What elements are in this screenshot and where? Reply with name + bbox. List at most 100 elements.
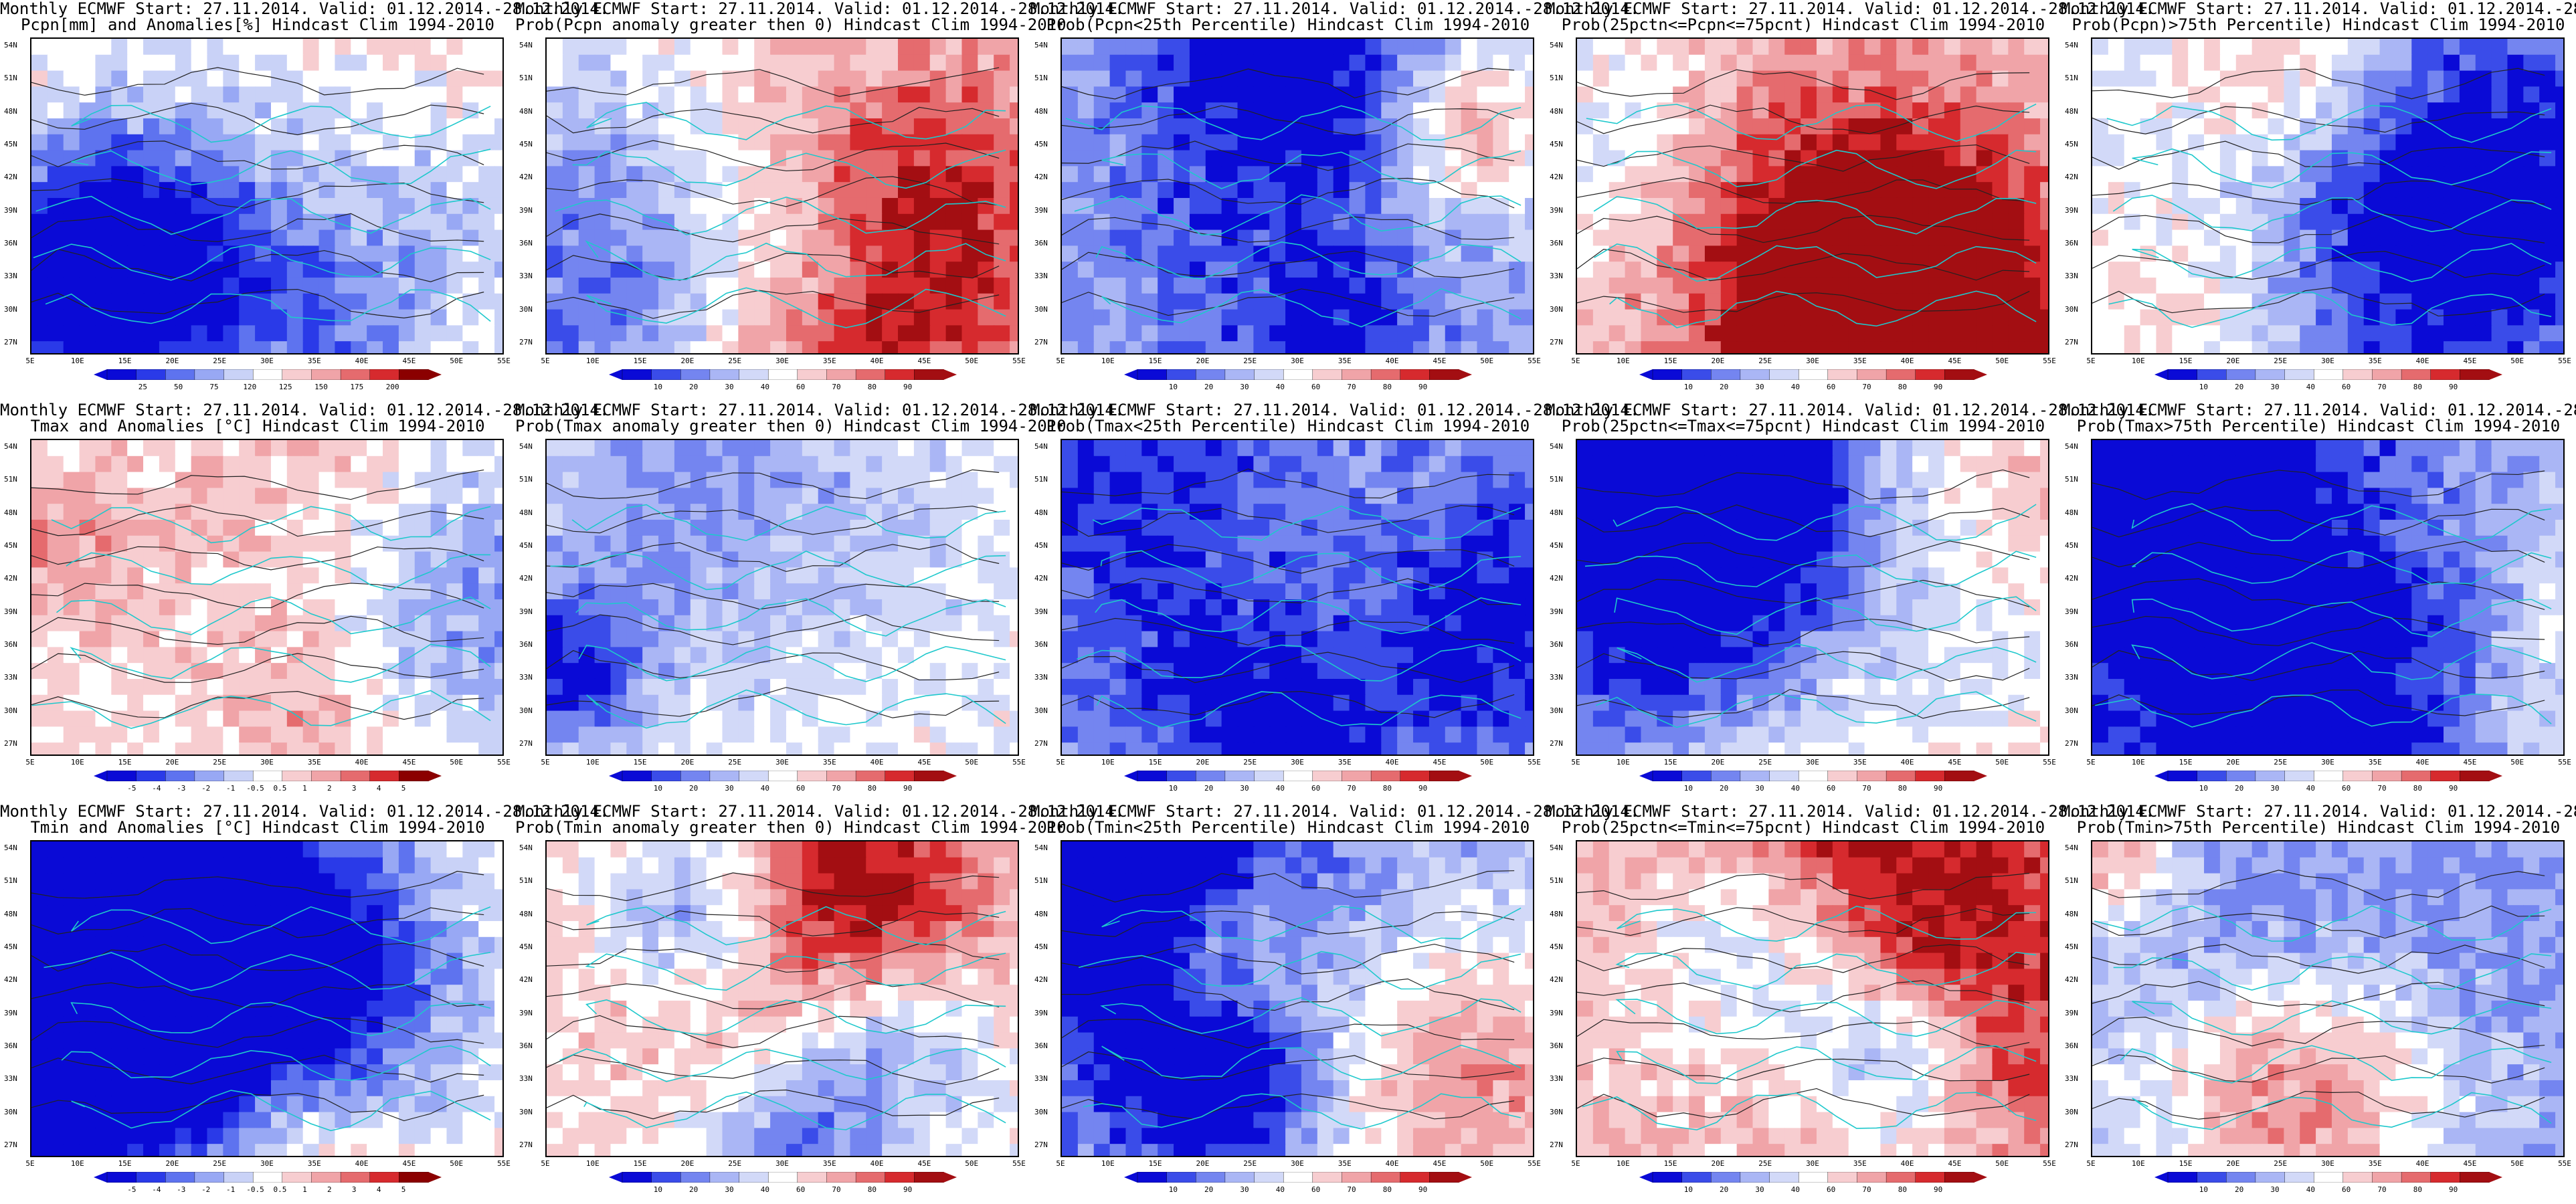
field-cell bbox=[430, 678, 448, 696]
field-cell bbox=[610, 456, 628, 473]
field-cell bbox=[111, 118, 128, 135]
field-cell bbox=[978, 504, 995, 520]
field-cell bbox=[754, 150, 771, 167]
latitude-tick-label: 54N bbox=[1550, 41, 1563, 49]
field-cell bbox=[2219, 118, 2237, 135]
field-cell bbox=[367, 742, 384, 755]
field-cell bbox=[111, 213, 128, 231]
field-cell bbox=[562, 631, 579, 648]
field-cell bbox=[111, 325, 128, 342]
field-cell bbox=[430, 519, 448, 536]
field-cell bbox=[335, 86, 352, 104]
field-cell bbox=[1493, 39, 1510, 56]
field-cell bbox=[79, 325, 96, 342]
field-cell bbox=[175, 86, 192, 104]
field-cell bbox=[2491, 70, 2508, 88]
field-cell bbox=[335, 535, 352, 553]
latitude-tick-label: 51N bbox=[519, 74, 533, 83]
field-cell bbox=[1509, 213, 1526, 231]
field-cell bbox=[738, 519, 755, 536]
field-cell bbox=[383, 39, 399, 56]
field-cell bbox=[1349, 293, 1366, 310]
field-cell bbox=[562, 694, 579, 712]
field-cell bbox=[302, 551, 320, 569]
longitude-tick-label: 25E bbox=[1243, 758, 1257, 767]
field-cell bbox=[318, 472, 336, 489]
field-cell bbox=[1285, 631, 1302, 648]
longitude-tick-label: 55E bbox=[2558, 357, 2571, 365]
field-cell bbox=[1976, 86, 1993, 104]
field-cell bbox=[398, 456, 416, 473]
field-cell bbox=[2444, 229, 2460, 247]
field-cell bbox=[1365, 182, 1382, 199]
field-cell bbox=[1077, 213, 1095, 231]
field-cell bbox=[191, 341, 208, 353]
field-cell bbox=[1413, 504, 1430, 520]
field-cell bbox=[547, 134, 563, 151]
latitude-tick-label: 36N bbox=[4, 640, 17, 649]
field-cell bbox=[2316, 341, 2332, 353]
field-cell bbox=[1493, 325, 1510, 342]
field-cell bbox=[2539, 325, 2557, 342]
field-cell bbox=[802, 293, 819, 310]
longitude-tick-label: 20E bbox=[1711, 357, 1725, 365]
field-cell bbox=[2008, 150, 2025, 167]
field-cell bbox=[223, 726, 240, 744]
field-cell bbox=[1237, 504, 1255, 520]
field-cell bbox=[255, 54, 272, 72]
field-cell bbox=[462, 678, 480, 696]
field-cell bbox=[255, 293, 272, 310]
field-cell bbox=[478, 710, 496, 728]
field-cell bbox=[738, 309, 755, 326]
field-cell bbox=[1077, 309, 1095, 326]
field-cell bbox=[754, 694, 771, 712]
field-cell bbox=[547, 663, 563, 680]
field-cell bbox=[1109, 213, 1127, 231]
field-cell bbox=[850, 504, 867, 520]
field-cell bbox=[945, 710, 963, 728]
field-cell bbox=[1592, 309, 1610, 326]
field-cell bbox=[1461, 567, 1478, 585]
field-cell bbox=[818, 535, 835, 553]
field-cell bbox=[2092, 70, 2109, 88]
field-cell bbox=[658, 197, 675, 215]
field-cell bbox=[270, 710, 288, 728]
field-cell bbox=[383, 182, 399, 199]
field-cell bbox=[834, 54, 851, 72]
field-cell bbox=[1816, 213, 1833, 231]
field-cell bbox=[430, 599, 448, 616]
field-cell bbox=[2523, 277, 2541, 294]
field-cell bbox=[1689, 309, 1706, 326]
field-cell bbox=[1158, 39, 1175, 56]
field-cell bbox=[446, 504, 464, 520]
field-cell bbox=[1525, 341, 1533, 353]
field-cell bbox=[462, 277, 480, 294]
field-cell bbox=[159, 262, 176, 278]
field-cell bbox=[1445, 197, 1462, 215]
contour-line bbox=[31, 178, 484, 209]
field-cell bbox=[1944, 229, 1961, 247]
field-cell bbox=[462, 166, 480, 183]
field-cell bbox=[351, 440, 368, 457]
longitude-tick-label: 25E bbox=[1243, 357, 1257, 365]
field-cell bbox=[494, 277, 502, 294]
field-cell bbox=[2347, 325, 2365, 342]
field-cell bbox=[2331, 86, 2349, 104]
field-cell bbox=[1493, 277, 1510, 294]
field-cell bbox=[2251, 39, 2269, 56]
field-cell bbox=[850, 663, 867, 680]
field-cell bbox=[866, 726, 883, 744]
field-cell bbox=[850, 309, 867, 326]
field-cell bbox=[47, 277, 64, 294]
field-cell bbox=[818, 647, 835, 664]
field-cell bbox=[47, 583, 64, 600]
field-cell bbox=[1525, 519, 1533, 536]
field-cell bbox=[2475, 86, 2492, 104]
contour-line bbox=[2092, 213, 2545, 243]
field-cell bbox=[834, 631, 851, 648]
field-cell bbox=[2024, 166, 2041, 183]
field-cell bbox=[770, 341, 787, 353]
field-cell bbox=[398, 39, 416, 56]
field-cell bbox=[1397, 504, 1414, 520]
field-cell bbox=[2444, 277, 2460, 294]
